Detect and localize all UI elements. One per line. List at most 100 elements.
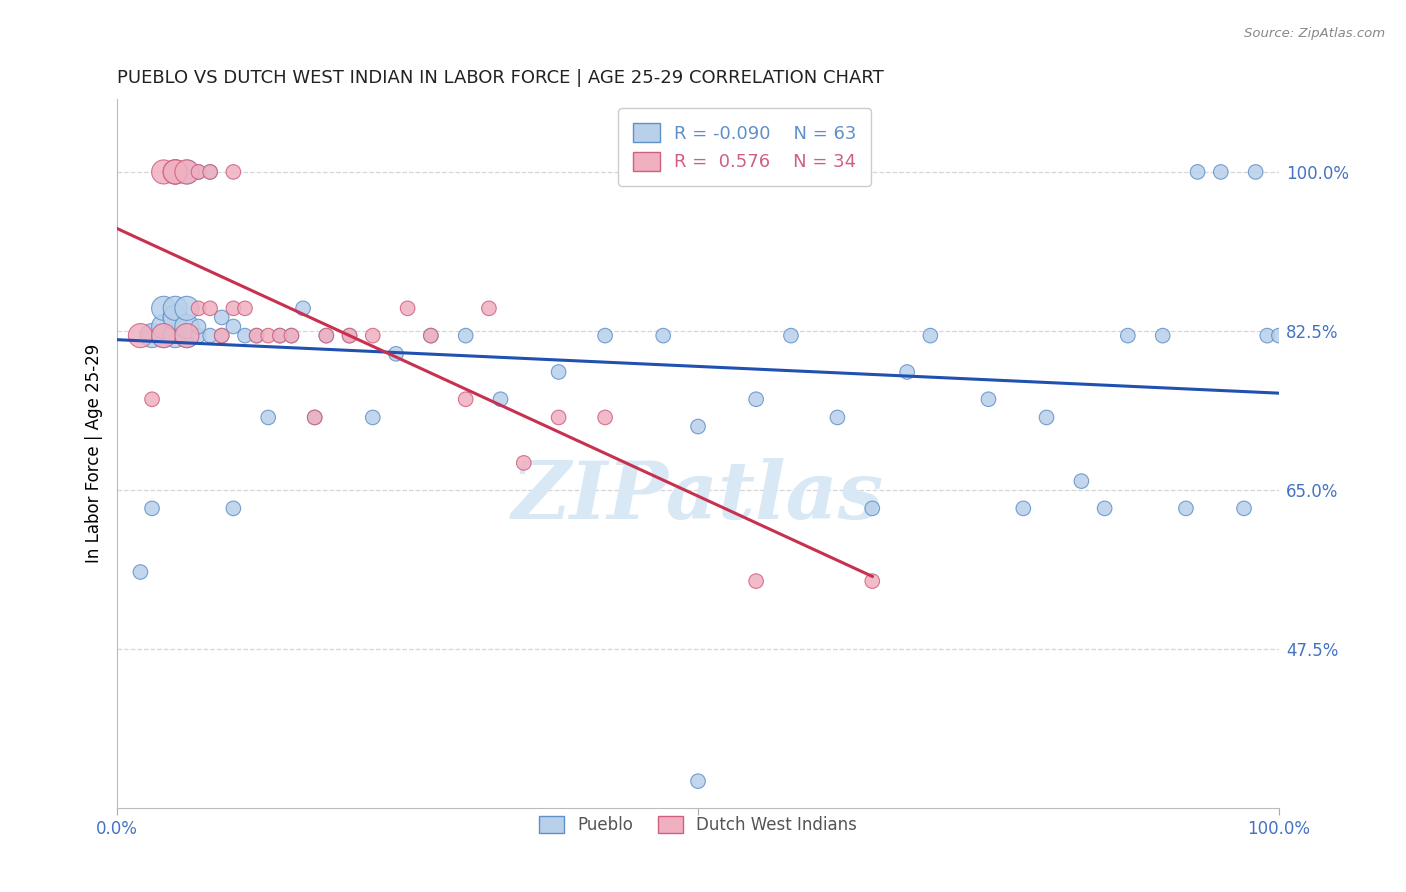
Point [165, 310, 187, 325]
Point [165, 310, 187, 325]
Point [165, 165, 187, 179]
Point [187, 319, 209, 334]
Point [176, 319, 198, 334]
Point [361, 328, 384, 343]
Point [339, 328, 361, 343]
Point [233, 328, 256, 343]
Point [1094, 501, 1116, 516]
Point [198, 165, 221, 179]
Point [860, 574, 883, 588]
Point [165, 301, 187, 316]
Point [396, 301, 419, 316]
Point [176, 165, 198, 179]
Point [280, 328, 302, 343]
Point [152, 301, 174, 316]
Point [152, 165, 174, 179]
Point [1174, 501, 1197, 516]
Point [977, 392, 1000, 407]
Point [315, 328, 337, 343]
Point [198, 328, 221, 343]
Point [129, 565, 152, 579]
Point [165, 165, 187, 179]
Point [1012, 501, 1035, 516]
Point [187, 165, 209, 179]
Point [304, 410, 326, 425]
Point [211, 328, 233, 343]
Point [1152, 328, 1174, 343]
Point [686, 419, 709, 434]
Point [489, 392, 512, 407]
Point [920, 328, 942, 343]
Point [152, 319, 174, 334]
Point [304, 410, 326, 425]
Point [176, 328, 198, 343]
Point [222, 301, 245, 316]
Point [222, 165, 245, 179]
Point [385, 347, 408, 361]
Point [454, 328, 477, 343]
Point [1070, 474, 1092, 488]
Point [593, 410, 616, 425]
Point [257, 328, 280, 343]
Point [211, 310, 233, 325]
Point [419, 328, 441, 343]
Point [176, 165, 198, 179]
Legend: Pueblo, Dutch West Indians: Pueblo, Dutch West Indians [530, 808, 866, 843]
Point [547, 365, 569, 379]
Point [361, 410, 384, 425]
Point [454, 392, 477, 407]
Point [165, 165, 187, 179]
Point [141, 392, 163, 407]
Point [1035, 410, 1057, 425]
Text: PUEBLO VS DUTCH WEST INDIAN IN LABOR FORCE | AGE 25-29 CORRELATION CHART: PUEBLO VS DUTCH WEST INDIAN IN LABOR FOR… [117, 69, 884, 87]
Point [187, 301, 209, 316]
Point [1268, 328, 1291, 343]
Point [1244, 165, 1267, 179]
Point [827, 410, 849, 425]
Point [339, 328, 361, 343]
Point [896, 365, 918, 379]
Point [222, 501, 245, 516]
Point [780, 328, 803, 343]
Point [1256, 328, 1278, 343]
Point [1187, 165, 1209, 179]
Point [745, 574, 768, 588]
Point [292, 301, 315, 316]
Point [187, 165, 209, 179]
Point [1116, 328, 1139, 343]
Point [165, 328, 187, 343]
Point [513, 456, 536, 470]
Point [211, 328, 233, 343]
Point [198, 301, 221, 316]
Point [176, 328, 198, 343]
Point [593, 328, 616, 343]
Point [547, 410, 569, 425]
Point [152, 328, 174, 343]
Point [152, 328, 174, 343]
Point [269, 328, 291, 343]
Point [187, 328, 209, 343]
Point [245, 328, 267, 343]
Point [257, 410, 280, 425]
Point [1233, 501, 1256, 516]
Point [1209, 165, 1232, 179]
Point [652, 328, 675, 343]
Point [141, 501, 163, 516]
Point [280, 328, 302, 343]
Point [222, 319, 245, 334]
Point [745, 392, 768, 407]
Point [176, 301, 198, 316]
Point [478, 301, 501, 316]
Y-axis label: In Labor Force | Age 25-29: In Labor Force | Age 25-29 [86, 344, 103, 564]
Point [860, 501, 883, 516]
Text: Source: ZipAtlas.com: Source: ZipAtlas.com [1244, 27, 1385, 40]
Point [165, 165, 187, 179]
Point [129, 328, 152, 343]
Point [245, 328, 267, 343]
Text: ZIPatlas: ZIPatlas [512, 458, 884, 535]
Point [419, 328, 441, 343]
Point [198, 165, 221, 179]
Point [233, 301, 256, 316]
Point [315, 328, 337, 343]
Point [141, 328, 163, 343]
